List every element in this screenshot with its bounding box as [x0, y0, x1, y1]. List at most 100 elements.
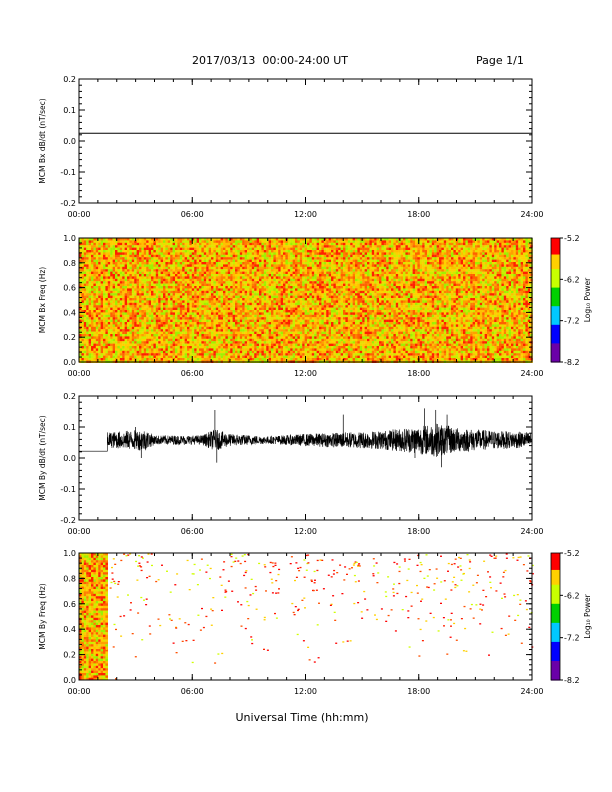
spectrogram-cell [431, 252, 435, 255]
spectrogram-cell [319, 278, 322, 282]
spectrogram-cell [127, 274, 130, 277]
spectrogram-cell [371, 293, 375, 296]
spectrogram-cell [119, 298, 123, 301]
spectrogram-cell [458, 250, 461, 253]
spectrogram-cell [165, 290, 168, 294]
spectrogram-cell [141, 238, 144, 241]
spectrogram-cell [249, 295, 252, 299]
spectrogram-cell [381, 238, 384, 241]
spectrogram-cell [196, 276, 200, 279]
spectrogram-cell [431, 238, 435, 241]
spectrogram-cell [513, 259, 516, 263]
spectrogram-cell [309, 257, 312, 260]
spectrogram-cell [292, 245, 296, 248]
spectrogram-cell [220, 259, 224, 263]
spectrogram-cell [316, 240, 320, 243]
spectrogram-cell [98, 266, 101, 270]
spectrogram-cell [347, 286, 351, 289]
spectrogram-cell [218, 283, 221, 287]
spectrogram-cell [513, 274, 516, 277]
spectrogram-cell [256, 286, 260, 289]
spectrogram-cell [235, 298, 238, 301]
spectrogram-cell [415, 271, 418, 275]
spectrogram-cell [223, 293, 226, 296]
spectrogram-cell [100, 295, 104, 299]
spectrogram-cell [503, 283, 507, 287]
spectrogram-cell [321, 240, 324, 243]
spectrogram-cell [362, 271, 365, 275]
spectrogram-cell [422, 269, 425, 272]
spectrogram-cell [518, 274, 521, 277]
spectrogram-cell [143, 252, 147, 255]
spectrogram-cell [525, 274, 528, 277]
spectrogram-cell [345, 242, 348, 246]
spectrogram-cell [223, 295, 226, 299]
spectrogram-cell [491, 238, 495, 241]
spectrogram-cell [415, 240, 418, 243]
spectrogram-cell [249, 283, 252, 287]
spectrogram-cell [405, 298, 408, 301]
spectrogram-cell [127, 269, 130, 272]
spectrogram-cell [115, 257, 118, 260]
spectrogram-cell [271, 293, 274, 296]
spectrogram-cell [182, 293, 185, 296]
spectrogram-cell [232, 262, 236, 265]
spectrogram-cell [441, 252, 444, 255]
spectrogram-cell [429, 271, 432, 275]
spectrogram-cell [367, 238, 370, 241]
spectrogram-cell [220, 238, 224, 241]
spectrogram-cell [398, 259, 401, 263]
spectrogram-cell [499, 278, 502, 282]
spectrogram-cell [206, 290, 209, 294]
spectrogram-cell [506, 281, 509, 284]
spectrogram-cell [439, 242, 442, 246]
spectrogram-cell [381, 293, 384, 296]
spectrogram-cell [134, 293, 137, 296]
spectrogram-cell [465, 281, 468, 284]
spectrogram-cell [357, 240, 360, 243]
spectrogram-cell [247, 293, 250, 296]
spectrogram-cell [165, 262, 168, 265]
spectrogram-cell [290, 269, 293, 272]
spectrogram-cell [165, 295, 168, 299]
spectrogram-cell [163, 271, 166, 275]
spectrogram-cell [115, 283, 118, 287]
spectrogram-cell [525, 295, 528, 299]
spectrogram-cell [98, 286, 101, 289]
spectrogram-cell [506, 242, 509, 246]
spectrogram-cell [367, 259, 370, 263]
spectrogram-cell [271, 274, 274, 277]
spectrogram-cell [307, 286, 310, 289]
spectrogram-cell [232, 242, 236, 246]
spectrogram-cell [475, 245, 478, 248]
spectrogram-cell [427, 274, 430, 277]
spectrogram-cell [184, 271, 188, 275]
spectrogram-cell [467, 238, 471, 241]
spectrogram-cell [388, 247, 392, 251]
spectrogram-cell [496, 281, 500, 284]
spectrogram-cell [283, 271, 286, 275]
spectrogram-cell [107, 238, 111, 241]
spectrogram-cell [482, 254, 485, 258]
spectrogram-cell [83, 254, 87, 258]
spectrogram-cell [189, 264, 192, 267]
spectrogram-cell [520, 266, 524, 270]
spectrogram-cell [292, 295, 296, 299]
spectrogram-cell [177, 257, 180, 260]
spectrogram-cell [184, 288, 188, 291]
spectrogram-cell [100, 298, 104, 301]
spectrogram-cell [309, 259, 312, 263]
spectrogram-cell [527, 250, 531, 253]
spectrogram-cell [235, 262, 238, 265]
spectrogram-cell [410, 274, 413, 277]
spectrogram-cell [124, 252, 128, 255]
spectrogram-cell [155, 252, 159, 255]
spectrogram-cell [124, 276, 128, 279]
spectrogram-cell [424, 264, 428, 267]
spectrogram-cell [213, 293, 216, 296]
spectrogram-cell [201, 252, 204, 255]
spectrogram-cell [203, 264, 207, 267]
spectrogram-cell [355, 293, 358, 296]
spectrogram-cell [256, 257, 260, 260]
spectrogram-cell [155, 288, 159, 291]
